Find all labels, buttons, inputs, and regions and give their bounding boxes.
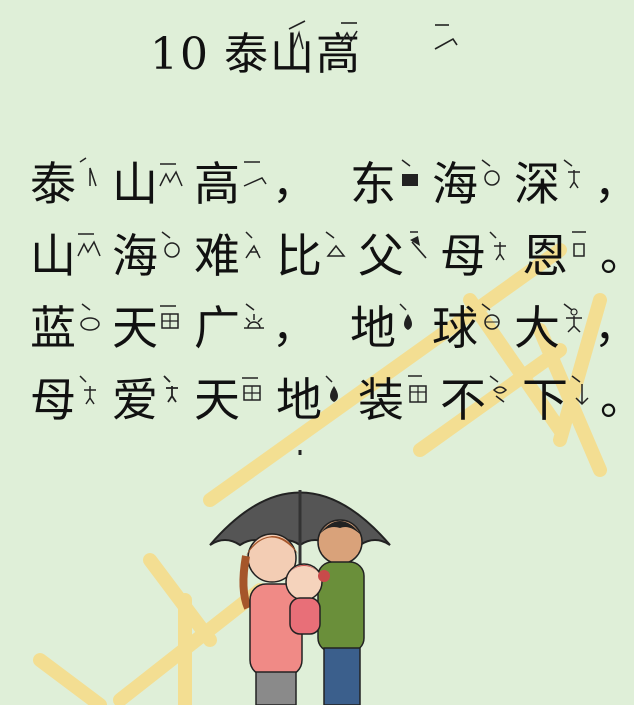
axe-hint-icon (410, 231, 427, 259)
char-cell: 爱 (112, 366, 192, 438)
person-hint-icon (163, 375, 178, 403)
punctuation: ， (272, 302, 316, 353)
char-cell: 装 (358, 366, 438, 438)
person-hint-icon (563, 303, 582, 333)
mountain-hint-icon (159, 163, 183, 187)
field-hint-icon (160, 305, 179, 329)
char-cell: 东 (350, 150, 430, 222)
hint-icon (572, 231, 586, 257)
char-cell: 球 (432, 294, 512, 366)
char-cell: 母 (440, 222, 520, 294)
char-cell: 广 (194, 294, 274, 366)
char-cell: 母 (30, 366, 110, 438)
char-cell: 天 (194, 366, 274, 438)
title-hint-icons (288, 20, 458, 50)
char-cell: 比 (276, 222, 356, 294)
ball-hint-icon (161, 231, 180, 258)
char-cell: 地 (350, 294, 430, 366)
hint-icon (79, 157, 97, 187)
char-cell: 山 (30, 222, 110, 294)
char-cell: 父 (358, 222, 438, 294)
char-cell: 泰 (30, 150, 110, 222)
arrow-down-hint-icon (571, 375, 589, 406)
hint-icon (489, 375, 508, 403)
field-hint-icon (242, 377, 261, 401)
lesson-title: 泰山高 (224, 29, 362, 80)
poem-line: 蓝 天 广 ， 地 球 大 ， (30, 294, 634, 366)
poem-line: 山 海 难 比 父 母 恩 。 (30, 222, 634, 294)
hint-icon (243, 161, 267, 187)
punctuation: 。 (600, 228, 634, 284)
hint-icon (245, 231, 261, 259)
punctuation: ， (594, 158, 634, 209)
lesson-number: 10 (150, 29, 210, 80)
poem: 泰 山 高 ， 东 海 深 ， 山 海 难 比 父 母 恩 。 蓝 天 广 ， … (30, 150, 634, 438)
poem-line: 泰 山 高 ， 东 海 深 ， (30, 150, 634, 222)
hint-icon (401, 159, 418, 186)
char-cell: 恩 (522, 222, 602, 294)
char-cell: 山 (112, 150, 192, 222)
char-cell: 蓝 (30, 294, 110, 366)
person-hint-icon (563, 159, 580, 189)
gift-hint-icon (408, 375, 427, 403)
ball-hint-icon (481, 303, 500, 330)
char-cell: 天 (112, 294, 192, 366)
char-cell: 地 (276, 366, 356, 438)
char-cell: 深 (514, 150, 594, 222)
char-cell: 大 (514, 294, 594, 366)
drop-hint-icon (325, 375, 338, 402)
char-cell: 海 (112, 222, 192, 294)
poem-line: 母 爱 天 地 装 不 下 。 (30, 366, 634, 438)
person-hint-icon (79, 375, 96, 405)
punctuation: 。 (600, 372, 634, 428)
mountain-hint-icon (77, 233, 101, 257)
sun-hint-icon (244, 303, 264, 329)
family-umbrella-illustration (209, 450, 391, 705)
char-cell: 下 (522, 366, 602, 438)
char-cell: 海 (432, 150, 512, 222)
page-title: 10 泰山高 (150, 18, 362, 82)
char-cell: 难 (194, 222, 274, 294)
ball-hint-icon (481, 159, 500, 186)
punctuation: ， (272, 158, 316, 209)
basket-hint-icon (80, 303, 100, 331)
punctuation: ， (594, 302, 634, 353)
char-cell: 高 (194, 150, 274, 222)
char-cell: 不 (440, 366, 520, 438)
person-hint-icon (489, 231, 506, 261)
drop-hint-icon (399, 303, 412, 330)
hint-icon (325, 231, 346, 257)
